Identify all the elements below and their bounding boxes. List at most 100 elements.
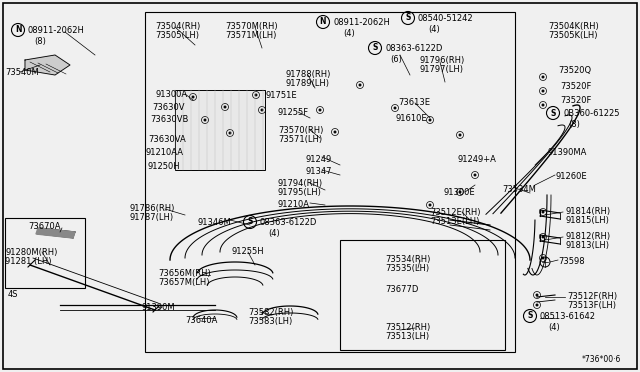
Text: 91813(LH): 91813(LH) [565,241,609,250]
Text: 08540-51242: 08540-51242 [418,14,474,23]
Text: 73582(RH): 73582(RH) [248,308,293,317]
Text: 73505K(LH): 73505K(LH) [548,31,598,40]
Text: 91260E: 91260E [555,172,587,181]
Text: 91300A: 91300A [155,90,187,99]
Text: 91797(LH): 91797(LH) [420,65,464,74]
Text: 08513-61642: 08513-61642 [540,312,596,321]
Polygon shape [36,228,75,238]
Text: 73598: 73598 [558,257,584,266]
Text: 91249+A: 91249+A [458,155,497,164]
Text: 91789(LH): 91789(LH) [285,79,329,88]
Text: 73534(RH): 73534(RH) [385,255,430,264]
Circle shape [536,294,538,296]
Text: 91346M: 91346M [198,218,232,227]
Circle shape [459,134,461,136]
Text: 73656M(RH): 73656M(RH) [158,269,211,278]
Text: 73513F(LH): 73513F(LH) [567,301,616,310]
Bar [175,90,265,170]
Text: 91786(RH): 91786(RH) [130,204,175,213]
Circle shape [542,211,544,213]
Circle shape [319,109,321,111]
Text: 73535(LH): 73535(LH) [385,264,429,273]
Circle shape [229,132,231,134]
Text: 73630VB: 73630VB [150,115,188,124]
Text: S: S [527,311,532,321]
Text: 73570(RH): 73570(RH) [278,126,323,135]
Circle shape [359,84,361,86]
Text: 91281 (LH): 91281 (LH) [5,257,51,266]
Bar [145,12,515,352]
Circle shape [204,119,206,121]
Text: 73630V: 73630V [152,103,184,112]
Text: 73504(RH): 73504(RH) [155,22,200,31]
Text: 91812(RH): 91812(RH) [565,232,610,241]
Text: 91610E: 91610E [396,114,428,123]
Text: 73520Q: 73520Q [558,66,591,75]
Text: 91788(RH): 91788(RH) [285,70,330,79]
Circle shape [536,304,538,306]
Circle shape [192,96,194,98]
Text: 73630VA: 73630VA [148,135,186,144]
Text: 91815(LH): 91815(LH) [565,216,609,225]
Polygon shape [25,55,70,75]
Text: S: S [372,44,378,52]
Circle shape [429,119,431,121]
Text: 73534M: 73534M [502,185,536,194]
Circle shape [255,94,257,96]
Text: 73571(LH): 73571(LH) [278,135,322,144]
Text: 91280M(RH): 91280M(RH) [5,248,58,257]
Text: 73520F: 73520F [560,96,591,105]
Text: 73670A: 73670A [28,222,61,231]
Text: 91300E: 91300E [443,188,475,197]
Text: 91255H: 91255H [232,247,264,256]
Text: 73512(RH): 73512(RH) [385,323,430,332]
Text: 91210AA: 91210AA [145,148,183,157]
Bar [5,218,85,288]
Text: 73512F(RH): 73512F(RH) [567,292,617,301]
Text: (4): (4) [428,25,440,34]
Circle shape [542,90,544,92]
Text: 91814(RH): 91814(RH) [565,207,610,216]
Text: *736*00·6: *736*00·6 [582,355,621,364]
Text: 08911-2062H: 08911-2062H [28,26,85,35]
Text: 73677D: 73677D [385,285,419,294]
Text: 73513(LH): 73513(LH) [385,332,429,341]
Text: (4): (4) [343,29,355,38]
Circle shape [334,131,336,133]
Text: 91751E: 91751E [265,91,296,100]
Text: 73583(LH): 73583(LH) [248,317,292,326]
Circle shape [394,107,396,109]
Text: 0B360-61225: 0B360-61225 [563,109,620,118]
Text: (6): (6) [390,55,402,64]
Text: 91255F: 91255F [278,108,309,117]
Circle shape [542,257,544,259]
Text: 73504K(RH): 73504K(RH) [548,22,599,31]
Circle shape [474,174,476,176]
Text: 73571M(LH): 73571M(LH) [225,31,276,40]
Text: 73520F: 73520F [560,82,591,91]
Text: 08363-6122D: 08363-6122D [260,218,317,227]
Text: 91795(LH): 91795(LH) [278,188,322,197]
Text: 91794(RH): 91794(RH) [278,179,323,188]
Text: 91249: 91249 [305,155,332,164]
Text: 91390MA: 91390MA [548,148,588,157]
Text: N: N [320,17,326,26]
Text: 73657M(LH): 73657M(LH) [158,278,209,287]
Text: 91796(RH): 91796(RH) [420,56,465,65]
Text: 73640A: 73640A [185,316,218,325]
Circle shape [224,106,226,108]
Text: S: S [550,109,556,118]
Text: 91347: 91347 [305,167,332,176]
Text: N: N [15,26,21,35]
Text: (4): (4) [548,323,560,332]
Text: 73540M: 73540M [5,68,39,77]
Text: 73512E(RH): 73512E(RH) [430,208,481,217]
Text: 73513E(LH): 73513E(LH) [430,217,479,226]
Text: S: S [247,218,253,227]
Circle shape [429,204,431,206]
Text: 73570M(RH): 73570M(RH) [225,22,278,31]
Text: 91390M: 91390M [142,303,175,312]
Circle shape [542,104,544,106]
Text: (8): (8) [568,120,580,129]
Text: 91787(LH): 91787(LH) [130,213,174,222]
